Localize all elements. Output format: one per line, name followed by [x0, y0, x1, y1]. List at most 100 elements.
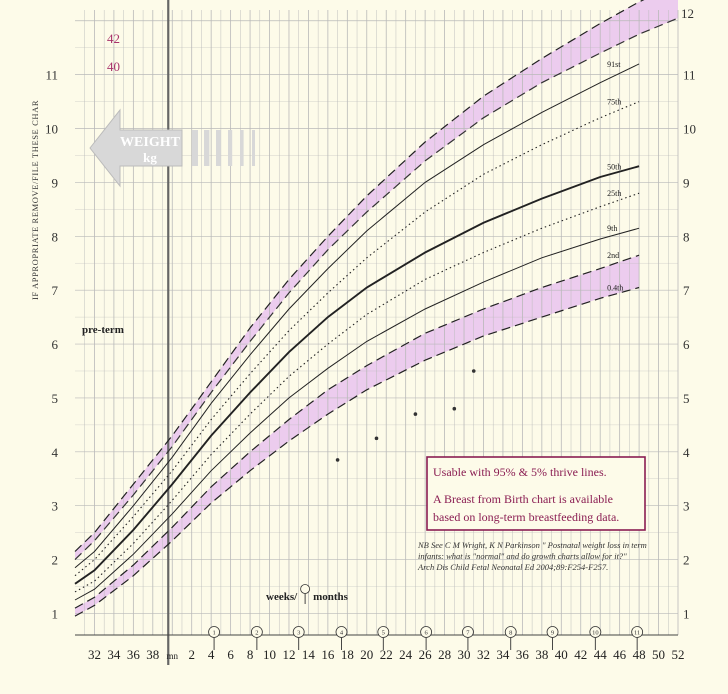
centile-label-9th: 9th — [607, 224, 617, 233]
centile-line-25th — [74, 192, 640, 593]
x-tick-label: 46 — [613, 647, 627, 662]
centile-line-upper-band-lower — [74, 17, 679, 561]
weight-arrow-label: WEIGHT — [120, 135, 181, 150]
month-marker-label: 11 — [634, 630, 640, 637]
centile-label-25th: 25th — [607, 189, 621, 198]
x-tick-label: 10 — [263, 647, 276, 662]
x-tick-label: 18 — [341, 647, 354, 662]
footnote-line-2: infants: what is "normal" and do growth … — [418, 551, 627, 561]
y-tick-label-left: 3 — [52, 499, 59, 514]
centile-line-98th — [74, 0, 645, 552]
x-tick-label: 16 — [321, 647, 335, 662]
top-right-y-tick-12: 12 — [681, 6, 694, 21]
y-tick-label-right: 3 — [683, 499, 690, 514]
x-tick-label: 28 — [438, 647, 451, 662]
month-symbol-icon — [300, 584, 311, 594]
x-tick-label: 50 — [652, 647, 665, 662]
weight-arrow-stripe — [204, 130, 210, 166]
y-tick-label-left: 9 — [52, 175, 59, 190]
x-tick-label: 30 — [458, 647, 471, 662]
y-tick-label-left: 7 — [52, 283, 59, 298]
x-tick-label: mn — [167, 651, 179, 661]
centile-line-2nd — [74, 254, 640, 609]
top-left-label-42: 42 — [107, 31, 120, 46]
centile-label-50th: 50th — [607, 162, 621, 171]
month-marker-label: 5 — [382, 630, 385, 637]
notice-box: Usable with 95% & 5% thrive lines. A Bre… — [426, 456, 646, 531]
x-tick-label: 36 — [516, 647, 530, 662]
notice-line-2: A Breast from Birth chart is available — [433, 492, 613, 506]
centile-line-91st — [74, 63, 640, 569]
centile-line-50th — [74, 165, 640, 585]
x-tick-label: 20 — [360, 647, 373, 662]
y-tick-label-left: 10 — [45, 122, 58, 137]
y-tick-label-left: 2 — [52, 553, 59, 568]
weight-arrow-stripe — [216, 130, 221, 166]
side-instruction-text: IF APPROPRIATE REMOVE/FILE THESE CHAR — [30, 100, 40, 300]
x-tick-label: 2 — [188, 647, 195, 662]
notice-line-1: Usable with 95% & 5% thrive lines. — [433, 465, 607, 479]
month-marker-label: 9 — [551, 630, 554, 637]
x-tick-label: 38 — [535, 647, 548, 662]
y-tick-label-left: 1 — [52, 606, 59, 621]
month-marker-label: 4 — [340, 630, 344, 637]
y-tick-label-right: 10 — [683, 122, 696, 137]
y-tick-label-right: 1 — [683, 606, 690, 621]
y-tick-label-left: 4 — [52, 445, 59, 460]
x-tick-label: 42 — [574, 647, 587, 662]
y-tick-label-right: 9 — [683, 175, 690, 190]
x-tick-label: 32 — [477, 647, 490, 662]
y-tick-label-right: 11 — [683, 68, 696, 83]
x-axis-label-months: months — [313, 591, 349, 603]
y-tick-label-right: 8 — [683, 229, 690, 244]
x-tick-label: 36 — [127, 647, 141, 662]
footnote-line-3: Arch Dis Child Fetal Neonatal Ed 2004;89… — [417, 562, 608, 572]
footnote: NB See C M Wright, K N Parkinson " Postn… — [417, 540, 647, 572]
y-tick-label-left: 8 — [52, 229, 59, 244]
weight-arrow-stripe — [252, 130, 255, 166]
x-tick-label: 34 — [107, 647, 121, 662]
month-marker-label: 7 — [466, 630, 470, 637]
centile-line-75th — [74, 101, 640, 577]
scatter-point — [452, 406, 457, 411]
centile-label-91st: 91st — [607, 60, 621, 69]
weight-arrow-stripe — [228, 130, 233, 166]
footnote-line-1: NB See C M Wright, K N Parkinson " Postn… — [417, 540, 647, 550]
month-marker-label: 2 — [255, 630, 258, 637]
x-tick-label: 4 — [208, 647, 215, 662]
x-tick-label: 44 — [594, 647, 608, 662]
weight-arrow-icon — [89, 108, 183, 188]
month-marker-label: 3 — [297, 630, 300, 637]
x-tick-label: 52 — [672, 647, 685, 662]
x-tick-label: 32 — [88, 647, 101, 662]
centile-line-0-4th — [74, 286, 640, 617]
y-tick-label-right: 5 — [683, 391, 690, 406]
top-left-label-40: 40 — [107, 59, 120, 74]
x-axis-label-text: weeks/ — [266, 591, 298, 603]
lower-centile-band — [75, 255, 640, 617]
weight-arrow-stripe — [240, 130, 244, 166]
x-tick-label: 14 — [302, 647, 316, 662]
y-tick-label-left: 6 — [52, 337, 59, 352]
scatter-point — [374, 436, 379, 441]
month-marker-label: 6 — [424, 630, 428, 637]
y-tick-label-left: 5 — [52, 391, 59, 406]
centile-label-0-4th: 0.4th — [607, 283, 623, 292]
preterm-label: pre-term — [82, 324, 124, 336]
x-tick-label: 22 — [380, 647, 393, 662]
month-marker-label: 1 — [212, 630, 215, 637]
scatter-point — [471, 369, 476, 373]
x-tick-label: 34 — [496, 647, 510, 662]
x-tick-label: 24 — [399, 647, 413, 662]
y-tick-label-left: 11 — [45, 68, 58, 83]
scatter-point — [413, 412, 418, 416]
x-tick-label: 6 — [227, 647, 234, 662]
notice-line-3: based on long-term breastfeeding data. — [433, 510, 619, 524]
x-tick-label: 8 — [247, 647, 254, 662]
scatter-point — [335, 458, 340, 462]
x-tick-label: 40 — [555, 647, 568, 662]
x-tick-label: 38 — [146, 647, 159, 662]
centile-label-75th: 75th — [607, 98, 621, 107]
centile-line-9th — [74, 227, 640, 601]
centile-label-2nd: 2nd — [607, 251, 619, 260]
